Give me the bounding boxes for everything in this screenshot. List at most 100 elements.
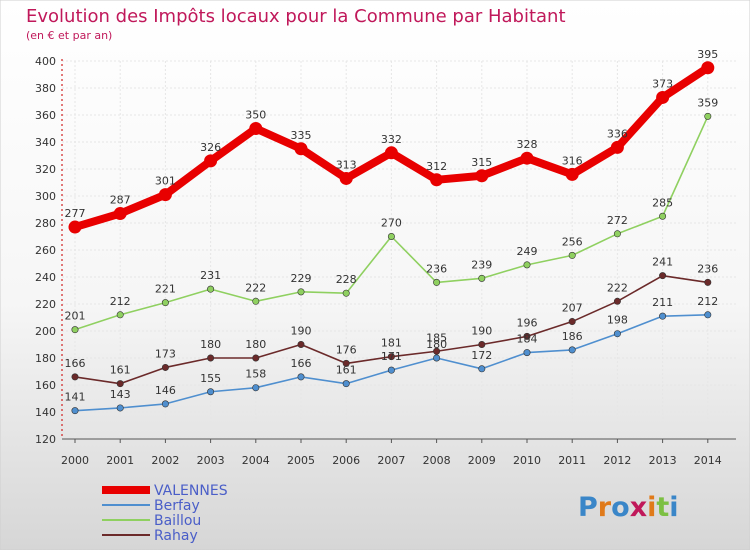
data-point <box>478 365 486 373</box>
chart-title: Evolution des Impôts locaux pour la Comm… <box>26 6 566 27</box>
data-point <box>478 274 486 282</box>
data-point <box>610 140 624 154</box>
data-label: 190 <box>291 325 312 338</box>
data-point <box>207 285 215 293</box>
data-point <box>659 272 667 280</box>
y-tick-label: 180 <box>35 352 56 365</box>
data-label: 221 <box>155 283 176 296</box>
data-point <box>568 251 576 259</box>
proxiti-logo: Proxiti <box>578 492 679 523</box>
data-point <box>207 388 215 396</box>
data-point <box>430 173 444 187</box>
data-label: 229 <box>291 272 312 285</box>
data-label: 158 <box>245 368 266 381</box>
data-point <box>659 212 667 220</box>
data-point <box>71 326 79 334</box>
data-point <box>71 407 79 415</box>
data-point <box>613 230 621 238</box>
data-label: 328 <box>517 138 538 151</box>
axes: 120 140 160 180 200 220 240 260 280 300 320 340 360 3… <box>35 55 736 467</box>
data-label: 373 <box>652 77 673 90</box>
x-tick-label: 2005 <box>287 454 315 467</box>
y-tick-label: 320 <box>35 163 56 176</box>
data-point <box>294 142 308 156</box>
data-label: 190 <box>471 325 492 338</box>
data-label: 181 <box>381 337 402 350</box>
x-tick-label: 2000 <box>61 454 89 467</box>
data-label: 196 <box>517 316 538 329</box>
data-label: 207 <box>562 302 583 315</box>
data-point <box>565 167 579 181</box>
series <box>68 61 715 415</box>
data-point <box>478 340 486 348</box>
data-label: 222 <box>245 281 266 294</box>
data-label: 326 <box>200 141 221 154</box>
data-label: 277 <box>65 207 86 220</box>
data-label: 146 <box>155 384 176 397</box>
data-label: 313 <box>336 158 357 171</box>
x-tick-label: 2007 <box>377 454 405 467</box>
grid <box>62 60 736 440</box>
data-point <box>701 61 715 75</box>
data-point <box>475 169 489 183</box>
x-tick-label: 2002 <box>151 454 179 467</box>
data-label: 198 <box>607 314 628 327</box>
y-tick-label: 260 <box>35 244 56 257</box>
data-label: 201 <box>65 310 86 323</box>
data-point <box>568 318 576 326</box>
x-tick-label: 2010 <box>513 454 541 467</box>
data-label: 249 <box>517 245 538 258</box>
data-point <box>523 261 531 269</box>
data-point <box>252 354 260 362</box>
data-point <box>161 400 169 408</box>
data-label: 141 <box>65 391 86 404</box>
svg-text:Proxiti: Proxiti <box>578 492 679 523</box>
x-tick-label: 2001 <box>106 454 134 467</box>
data-label: 171 <box>381 350 402 363</box>
data-label: 212 <box>697 295 718 308</box>
data-point <box>207 354 215 362</box>
data-label: 176 <box>336 343 357 356</box>
data-point <box>116 311 124 319</box>
data-label: 332 <box>381 133 402 146</box>
data-point <box>252 384 260 392</box>
data-label: 316 <box>562 154 583 167</box>
data-point <box>523 349 531 357</box>
data-label: 211 <box>652 296 673 309</box>
data-point <box>342 380 350 388</box>
data-label: 180 <box>245 338 266 351</box>
data-point <box>568 346 576 354</box>
data-point <box>161 363 169 371</box>
data-label: 155 <box>200 372 221 385</box>
data-point <box>387 233 395 241</box>
data-label: 315 <box>471 156 492 169</box>
x-tick-label: 2011 <box>558 454 586 467</box>
data-point <box>252 297 260 305</box>
y-tick-label: 140 <box>35 406 56 419</box>
data-point <box>204 154 218 168</box>
data-point <box>384 146 398 160</box>
data-label: 166 <box>65 357 86 370</box>
data-label: 222 <box>607 281 628 294</box>
data-label: 350 <box>245 109 266 122</box>
data-label: 172 <box>471 349 492 362</box>
data-label: 184 <box>517 333 538 346</box>
data-label: 143 <box>110 388 131 401</box>
data-point <box>433 354 441 362</box>
legend-label: Rahay <box>154 528 198 544</box>
y-tick-label: 360 <box>35 109 56 122</box>
data-point <box>613 297 621 305</box>
data-label: 161 <box>110 364 131 377</box>
x-tick-label: 2003 <box>197 454 225 467</box>
data-label: 335 <box>291 129 312 142</box>
y-tick-label: 200 <box>35 325 56 338</box>
x-tick-label: 2004 <box>242 454 270 467</box>
y-tick-label: 240 <box>35 271 56 284</box>
data-point <box>520 151 534 165</box>
data-point <box>116 404 124 412</box>
data-label: 301 <box>155 175 176 188</box>
y-tick-label: 220 <box>35 298 56 311</box>
data-point <box>297 340 305 348</box>
chart-subtitle: (en € et par an) <box>26 29 112 42</box>
